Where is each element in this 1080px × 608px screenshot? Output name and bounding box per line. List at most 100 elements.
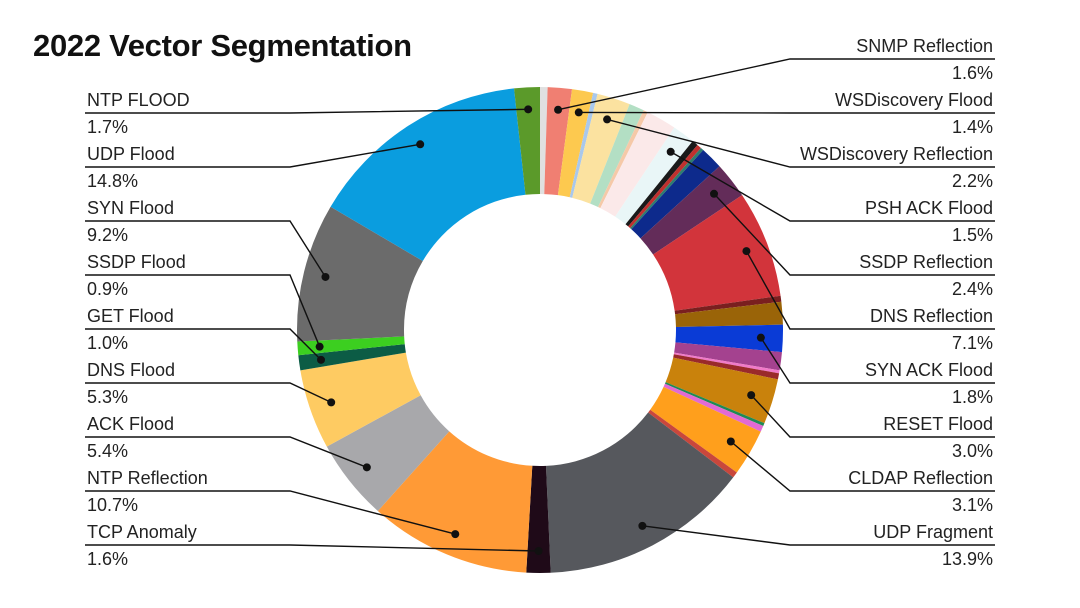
leader-dot-syn-flood — [321, 272, 330, 281]
leader-line-ack-flood — [85, 436, 368, 468]
slice-unlabeled — [598, 110, 648, 209]
value-label-wsdiscovery-reflection: 2.2% — [952, 171, 993, 191]
value-label-syn-ack-flood: 1.8% — [952, 387, 993, 407]
leader-dot-syn-ack-flood — [756, 333, 765, 342]
leader-line-wsdiscovery-flood — [578, 111, 995, 114]
leader-dot-udp-fragment — [638, 521, 647, 530]
slice-ssdp-reflection — [640, 166, 743, 255]
leader-line-cldap-reflection — [730, 440, 995, 492]
leader-line-dns-reflection — [745, 250, 995, 330]
slice-dns-reflection — [653, 195, 781, 311]
leader-line-ssdp-flood — [85, 274, 321, 347]
slice-unlabeled — [664, 382, 765, 426]
slice-unlabeled — [663, 383, 764, 432]
leader-line-get-flood — [85, 328, 322, 361]
value-label-ssdp-reflection: 2.4% — [952, 279, 993, 299]
value-label-ack-flood: 5.4% — [87, 441, 128, 461]
slice-ssdp-flood — [297, 336, 405, 356]
leader-line-syn-ack-flood — [760, 337, 995, 384]
label-ntp-flood: NTP FLOOD — [87, 90, 190, 110]
label-ssdp-flood: SSDP Flood — [87, 252, 186, 272]
label-snmp-reflection: SNMP Reflection — [856, 36, 993, 56]
slice-ntp-reflection — [377, 431, 533, 573]
leader-line-dns-flood — [85, 382, 332, 404]
slice-cldap-reflection — [650, 386, 761, 473]
slice-unlabeled — [600, 112, 675, 217]
leader-line-wsdiscovery-reflection — [606, 118, 995, 168]
value-label-dns-flood: 5.3% — [87, 387, 128, 407]
slice-unlabeled — [540, 87, 548, 195]
leader-dot-get-flood — [317, 355, 326, 364]
label-dns-reflection: DNS Reflection — [870, 306, 993, 326]
slice-unlabeled — [630, 147, 704, 230]
slice-unlabeled — [590, 104, 644, 207]
label-ack-flood: ACK Flood — [87, 414, 174, 434]
leader-dot-psh-ack-flood — [666, 147, 675, 156]
value-label-reset-flood: 3.0% — [952, 441, 993, 461]
slice-tcp-anomaly — [526, 465, 551, 573]
slice-unlabeled — [648, 409, 737, 478]
slice-dns-flood — [300, 352, 421, 447]
leader-dot-ack-flood — [362, 463, 371, 472]
label-dns-flood: DNS Flood — [87, 360, 175, 380]
leader-dot-wsdiscovery-reflection — [603, 115, 612, 124]
label-udp-flood: UDP Flood — [87, 144, 175, 164]
leader-dot-dns-reflection — [742, 247, 751, 256]
slice-udp-flood — [330, 88, 526, 262]
slice-reset-flood — [665, 357, 778, 424]
slice-unlabeled — [673, 352, 780, 374]
value-label-psh-ack-flood: 1.5% — [952, 225, 993, 245]
leader-line-udp-flood — [85, 143, 421, 168]
slice-snmp-reflection — [544, 87, 573, 196]
value-label-tcp-anomaly: 1.6% — [87, 549, 128, 569]
slice-unlabeled — [625, 141, 698, 227]
label-get-flood: GET Flood — [87, 306, 174, 326]
value-label-syn-flood: 9.2% — [87, 225, 128, 245]
slice-wsdiscovery-flood — [557, 89, 594, 198]
label-wsdiscovery-reflection: WSDiscovery Reflection — [800, 144, 993, 164]
slice-ack-flood — [326, 395, 450, 512]
leader-dot-cldap-reflection — [726, 437, 735, 446]
slice-ntp-flood — [514, 87, 540, 195]
label-ntp-reflection: NTP Reflection — [87, 468, 208, 488]
leader-line-reset-flood — [750, 394, 995, 438]
slice-syn-ack-flood — [675, 324, 783, 353]
leader-dot-ntp-reflection — [451, 530, 460, 539]
slice-unlabeled — [674, 342, 782, 371]
leader-line-psh-ack-flood — [670, 151, 995, 222]
slice-unlabeled — [674, 295, 782, 315]
leader-line-snmp-reflection — [557, 58, 995, 111]
slice-syn-flood — [297, 206, 423, 342]
value-label-udp-fragment: 13.9% — [942, 549, 993, 569]
label-cldap-reflection: CLDAP Reflection — [848, 468, 993, 488]
value-label-udp-flood: 14.8% — [87, 171, 138, 191]
label-ssdp-reflection: SSDP Reflection — [859, 252, 993, 272]
value-label-get-flood: 1.0% — [87, 333, 128, 353]
value-label-dns-reflection: 7.1% — [952, 333, 993, 353]
leader-dot-snmp-reflection — [554, 105, 563, 114]
leader-line-ntp-flood — [85, 108, 529, 114]
leader-line-ssdp-reflection — [713, 193, 995, 276]
slice-unlabeled — [673, 354, 780, 380]
label-syn-flood: SYN Flood — [87, 198, 174, 218]
value-label-snmp-reflection: 1.6% — [952, 63, 993, 83]
leader-dot-ssdp-flood — [315, 342, 324, 351]
value-label-ntp-flood: 1.7% — [87, 117, 128, 137]
slice-unlabeled — [675, 301, 783, 328]
leader-dot-ssdp-reflection — [710, 189, 719, 198]
leader-dot-reset-flood — [747, 391, 756, 400]
slice-unlabeled — [631, 149, 720, 239]
label-syn-ack-flood: SYN ACK Flood — [865, 360, 993, 380]
value-label-ssdp-flood: 0.9% — [87, 279, 128, 299]
leader-dot-tcp-anomaly — [534, 546, 543, 555]
leader-line-tcp-anomaly — [85, 544, 539, 552]
chart-title: 2022 Vector Segmentation — [33, 28, 412, 63]
leader-line-syn-flood — [85, 220, 327, 278]
leader-dot-dns-flood — [327, 398, 336, 407]
value-label-cldap-reflection: 3.1% — [952, 495, 993, 515]
label-psh-ack-flood: PSH ACK Flood — [865, 198, 993, 218]
slice-get-flood — [298, 344, 406, 371]
value-label-wsdiscovery-flood: 1.4% — [952, 117, 993, 137]
slice-unlabeled — [569, 92, 598, 198]
